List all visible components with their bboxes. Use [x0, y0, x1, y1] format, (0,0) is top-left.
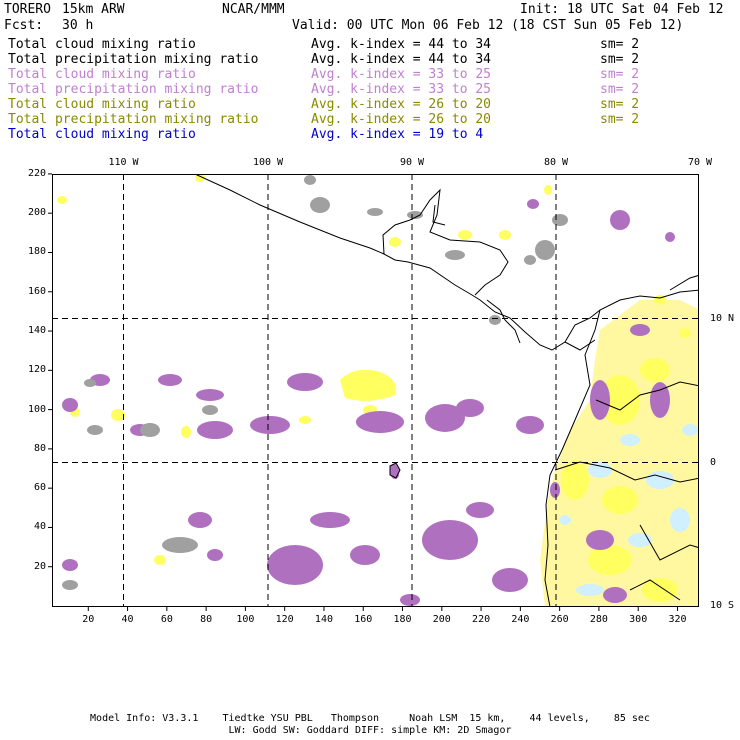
legend-row: Total cloud mixing ratio Avg. k-index = 3… — [8, 67, 639, 82]
lat-label: 10 N — [710, 312, 735, 324]
legend-variable: Total cloud mixing ratio — [8, 37, 196, 52]
legend-variable: Total cloud mixing ratio — [8, 67, 196, 82]
lat-label: 0 — [710, 456, 717, 468]
coastlines — [194, 174, 699, 607]
plot-frame — [52, 174, 699, 607]
grid-y-label: 200 — [27, 207, 46, 219]
legend-kindex: Avg. k-index = 26 to 20 — [311, 97, 492, 112]
grid-y-label: 60 — [33, 482, 46, 494]
gray-patches — [62, 175, 568, 590]
legend-row: Total precipitation mixing ratio Avg. k-i… — [8, 52, 639, 67]
legend-row: Total cloud mixing ratio Avg. k-index = 1… — [8, 127, 600, 142]
valid-time: Valid: 00 UTC Mon 06 Feb 12 (18 CST Sun … — [292, 18, 684, 33]
legend-variable: Total precipitation mixing ratio — [8, 52, 259, 67]
legend-kindex: Avg. k-index = 33 to 25 — [311, 67, 492, 82]
grid-x-label: 200 — [432, 614, 451, 625]
grid-y-label: 100 — [27, 403, 46, 415]
grid-y-label: 160 — [27, 285, 46, 297]
graticule — [52, 174, 699, 607]
legend-smoothing: sm= 2 — [600, 67, 640, 82]
center-name: NCAR/MMM — [222, 2, 285, 17]
forecast-label: Fcst: — [4, 18, 44, 33]
legend-row: Total precipitation mixing ratio Avg. k-i… — [8, 112, 639, 127]
grid-x-label: 20 — [82, 614, 95, 625]
lon-label: 100 W — [252, 157, 284, 168]
model-resolution: 15km ARW — [62, 2, 125, 17]
yellow-patches — [57, 174, 691, 602]
grid-x-label: 60 — [160, 614, 173, 625]
legend-smoothing: sm= 2 — [600, 37, 640, 52]
grid-x-label: 260 — [550, 614, 569, 625]
legend-row: Total cloud mixing ratio Avg. k-index = 2… — [8, 97, 639, 112]
grid-x-label: 180 — [393, 614, 412, 625]
legend-row: Total cloud mixing ratio Avg. k-index = 4… — [8, 37, 639, 52]
legend-row: Total precipitation mixing ratio Avg. k-i… — [8, 82, 639, 97]
field-shading — [57, 174, 699, 607]
grid-y-label: 40 — [33, 521, 46, 533]
legend-smoothing: sm= 2 — [600, 112, 640, 127]
lat-label: 10 S — [710, 600, 735, 611]
grid-x-label: 40 — [121, 614, 134, 625]
legend-smoothing: sm= 2 — [600, 82, 640, 97]
grid-y-label: 180 — [27, 246, 46, 258]
axis-ticks — [48, 173, 678, 611]
init-time: Init: 18 UTC Sat 04 Feb 12 — [520, 2, 724, 17]
model-info-line1: Model Info: V3.3.1 Tiedtke YSU PBL Thomp… — [90, 713, 650, 724]
grid-x-label: 140 — [314, 614, 333, 625]
legend-kindex: Avg. k-index = 33 to 25 — [311, 82, 492, 97]
grid-y-label: 220 — [27, 167, 46, 179]
lon-label: 70 W — [687, 157, 713, 168]
grid-y-label: 80 — [33, 442, 46, 454]
legend-kindex: Avg. k-index = 26 to 20 — [311, 112, 492, 127]
legend-kindex: Avg. k-index = 44 to 34 — [311, 37, 492, 52]
grid-x-label: 120 — [275, 614, 294, 625]
legend-smoothing: sm= 2 — [600, 97, 640, 112]
lon-label: 80 W — [543, 157, 569, 168]
model-info-line2: LW: Godd SW: Goddard DIFF: simple KM: 2D… — [228, 725, 512, 736]
legend-variable: Total cloud mixing ratio — [8, 97, 196, 112]
legend-variable: Total cloud mixing ratio — [8, 127, 196, 142]
grid-x-label: 100 — [236, 614, 255, 625]
lightblue-patches — [559, 424, 698, 596]
legend-kindex: Avg. k-index = 44 to 34 — [311, 52, 492, 67]
grid-x-label: 160 — [354, 614, 373, 625]
grid-x-label: 300 — [629, 614, 648, 625]
lon-label: 110 W — [108, 157, 139, 168]
grid-y-label: 20 — [33, 560, 46, 572]
lon-label: 90 W — [399, 157, 425, 168]
grid-y-label: 120 — [27, 364, 46, 376]
grid-x-label: 80 — [200, 614, 213, 625]
legend-variable: Total precipitation mixing ratio — [8, 82, 259, 97]
grid-y-label: 140 — [27, 325, 46, 337]
forecast-hours: 30 h — [62, 18, 94, 33]
model-name: TORERO — [4, 2, 51, 17]
legend-variable: Total precipitation mixing ratio — [8, 112, 259, 127]
legend-smoothing: sm= 2 — [600, 52, 640, 67]
grid-x-label: 220 — [472, 614, 491, 625]
grid-x-label: 320 — [668, 614, 687, 625]
grid-x-label: 240 — [511, 614, 530, 625]
grid-x-label: 280 — [589, 614, 608, 625]
legend-kindex: Avg. k-index = 19 to 4 — [311, 127, 484, 142]
